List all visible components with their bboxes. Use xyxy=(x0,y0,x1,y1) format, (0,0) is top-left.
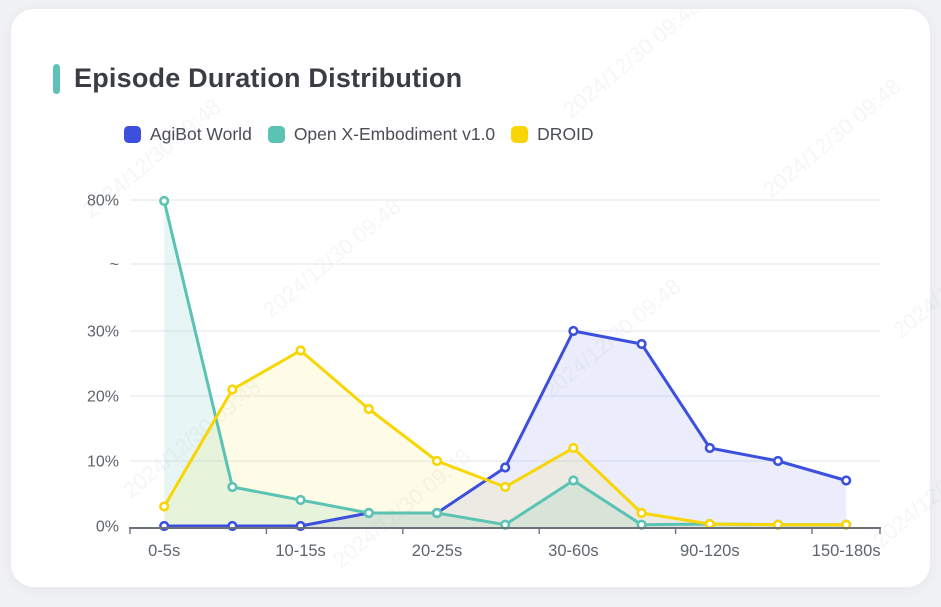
data-point-agibot-world[interactable] xyxy=(500,462,511,473)
chart-card: Episode Duration Distribution AgiBot Wor… xyxy=(10,8,941,588)
data-point-agibot-world[interactable] xyxy=(636,338,647,350)
data-point-open-x-embodiment[interactable] xyxy=(431,507,443,519)
legend-swatch-open-x-embodiment xyxy=(267,126,285,143)
y-axis-label: 0% xyxy=(96,519,119,536)
x-axis-label: 30-60s xyxy=(548,542,598,560)
data-point-open-x-embodiment[interactable] xyxy=(159,195,170,207)
data-point-open-x-embodiment[interactable] xyxy=(568,475,579,486)
title-accent-bar xyxy=(53,63,60,94)
data-point-agibot-world[interactable] xyxy=(772,455,784,467)
y-axis-label: 10% xyxy=(87,454,119,471)
legend-item-open-x-embodiment[interactable]: Open X-Embodiment v1.0 xyxy=(267,124,496,145)
data-point-droid[interactable] xyxy=(295,345,306,356)
legend-item-droid[interactable]: DROID xyxy=(511,124,594,145)
legend-item-agibot-world[interactable]: AgiBot World xyxy=(124,124,252,145)
data-point-open-x-embodiment[interactable] xyxy=(363,507,374,519)
chart-legend: AgiBot World Open X-Embodiment v1.0 DROI… xyxy=(124,124,594,145)
watermark-text: 2024/12/30 09:48 xyxy=(888,214,941,343)
legend-label-open-x-embodiment: Open X-Embodiment v1.0 xyxy=(293,124,496,144)
card-header: Episode Duration Distribution xyxy=(53,63,462,94)
data-point-droid[interactable] xyxy=(568,442,579,454)
data-point-open-x-embodiment[interactable] xyxy=(295,494,306,506)
y-axis-label: 30% xyxy=(87,324,119,341)
data-point-agibot-world[interactable] xyxy=(841,475,852,486)
data-point-open-x-embodiment[interactable] xyxy=(227,481,238,493)
legend-label-agibot-world: AgiBot World xyxy=(150,124,252,144)
x-axis-label: 20-25s xyxy=(412,542,462,560)
legend-swatch-agibot-world xyxy=(124,126,141,143)
y-axis-label: ~ xyxy=(110,257,119,274)
data-point-droid[interactable] xyxy=(431,455,443,467)
y-axis-label: 20% xyxy=(87,389,119,406)
data-point-agibot-world[interactable] xyxy=(568,325,579,337)
data-point-droid[interactable] xyxy=(159,501,170,512)
chart-title: Episode Duration Distribution xyxy=(74,63,463,93)
x-axis-label: 0-5s xyxy=(148,542,180,560)
watermark-text: 2024/12/30 09:48 xyxy=(258,194,405,323)
series-area-open-x-embodiment xyxy=(164,201,847,527)
series-area-droid xyxy=(164,350,847,527)
watermark-text: 2024/12/30 09:48 xyxy=(558,9,705,123)
data-point-droid[interactable] xyxy=(500,481,511,493)
legend-swatch-droid xyxy=(511,126,529,143)
watermark-text: 2024/12/30 09:48 xyxy=(758,74,905,203)
line-chart: 2024/12/30 09:48 2024/12/30 09:48 2024/12/… xyxy=(78,9,941,573)
data-point-agibot-world[interactable] xyxy=(704,442,715,454)
data-point-droid[interactable] xyxy=(227,384,238,395)
watermark-text: 2024/12/30 09:48 xyxy=(868,424,941,553)
legend-label-droid: DROID xyxy=(537,124,594,144)
x-axis-label: 150-180s xyxy=(812,542,881,560)
data-point-droid[interactable] xyxy=(363,403,374,415)
y-axis-label: 80% xyxy=(87,193,119,210)
x-axis-label: 90-120s xyxy=(680,542,740,560)
data-point-droid[interactable] xyxy=(636,507,647,519)
x-axis-label: 10-15s xyxy=(275,542,325,560)
series-area-agibot-world xyxy=(164,331,847,527)
data-point-droid[interactable] xyxy=(704,518,715,530)
